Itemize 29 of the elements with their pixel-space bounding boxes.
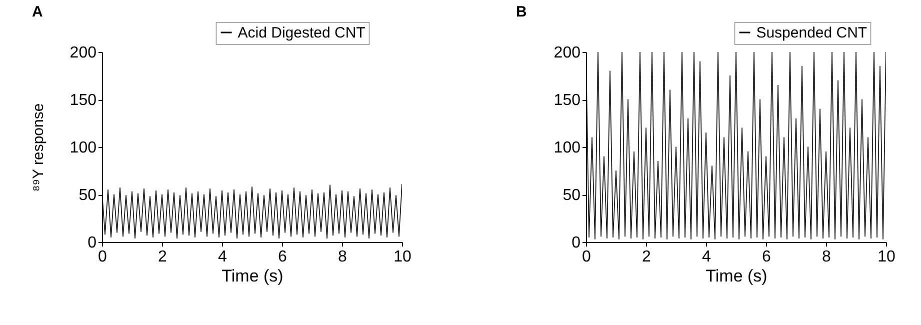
y-tick-label: 50 bbox=[78, 187, 97, 204]
y-axis-title: ⁸⁹Y response bbox=[30, 103, 47, 192]
y-tick-label: 50 bbox=[562, 187, 581, 204]
y-tick-label: 100 bbox=[554, 140, 581, 156]
chart-title: A bbox=[32, 4, 43, 20]
y-tick-label: 150 bbox=[554, 92, 581, 109]
x-tick-label: 4 bbox=[702, 248, 712, 266]
x-tick-label: 10 bbox=[394, 248, 412, 266]
y-tick-label: 200 bbox=[70, 44, 97, 62]
x-axis-title: Time (s) bbox=[222, 266, 284, 286]
x-tick-label: 6 bbox=[278, 248, 288, 266]
x-tick-label: 8 bbox=[822, 248, 832, 266]
x-tick-label: 0 bbox=[98, 248, 108, 266]
x-axis-title: Time (s) bbox=[706, 266, 768, 286]
y-tick-label: 0 bbox=[572, 234, 581, 252]
legend-label: Acid Digested CNT bbox=[238, 24, 366, 42]
x-tick-label: 6 bbox=[762, 248, 772, 266]
x-tick-label: 4 bbox=[218, 248, 228, 266]
y-tick-label: 0 bbox=[88, 234, 97, 252]
x-tick-label: 0 bbox=[582, 248, 592, 266]
x-tick-label: 2 bbox=[642, 248, 652, 266]
x-tick-label: 8 bbox=[338, 248, 348, 266]
legend-label: Suspended CNT bbox=[756, 24, 868, 42]
x-tick-label: 10 bbox=[878, 248, 896, 266]
y-tick-label: 200 bbox=[554, 44, 581, 62]
chart-title: B bbox=[516, 4, 527, 20]
y-tick-label: 100 bbox=[70, 140, 97, 156]
y-tick-label: 150 bbox=[70, 92, 97, 109]
x-tick-label: 2 bbox=[158, 248, 168, 266]
